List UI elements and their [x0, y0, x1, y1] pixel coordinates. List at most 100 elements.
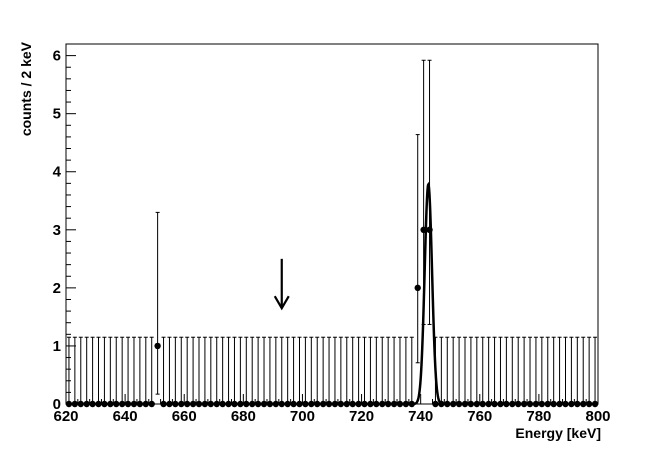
data-point [449, 400, 457, 408]
y-tick-label: 6 [53, 48, 61, 65]
x-tick-label: 680 [231, 408, 256, 425]
y-tick-label: 3 [53, 222, 61, 239]
x-tick-label: 800 [585, 408, 610, 425]
data-point [325, 400, 333, 408]
data-point [136, 400, 144, 408]
axes: 620 640 660 680 700 720 740 760 780 800 0 1 2 3 4 5 6 [53, 43, 611, 425]
y-tick-label: 1 [53, 338, 61, 355]
data-point [562, 400, 569, 408]
data-point [148, 400, 155, 408]
data-point [290, 400, 297, 408]
y-tick-label: 2 [53, 280, 61, 297]
data-point [379, 400, 386, 408]
y-tick-label: 5 [53, 106, 61, 123]
data-points [65, 226, 599, 408]
data-point [497, 400, 504, 408]
data-point [485, 400, 492, 408]
data-point [195, 400, 203, 408]
data-point [319, 400, 327, 408]
data-point [284, 400, 291, 408]
data-point [473, 400, 481, 408]
data-point [414, 284, 421, 292]
data-point [503, 400, 510, 408]
data-point [343, 400, 350, 408]
data-point [201, 400, 209, 408]
data-point [225, 400, 232, 408]
data-point [520, 400, 528, 408]
data-point [83, 400, 90, 408]
data-point [556, 400, 563, 408]
data-point [515, 400, 522, 408]
x-tick-label: 620 [53, 408, 78, 425]
y-axis-title: counts / 2 keV [18, 41, 34, 136]
data-point [89, 400, 96, 408]
data-point [249, 400, 256, 408]
data-point [337, 400, 345, 408]
data-point [390, 400, 398, 408]
data-point [355, 400, 362, 408]
data-point [237, 400, 244, 408]
data-point [432, 400, 439, 408]
data-point [361, 400, 368, 408]
data-point [254, 400, 262, 408]
x-tick-label: 660 [172, 408, 197, 425]
data-point [396, 400, 404, 408]
data-point [178, 400, 185, 408]
data-point [349, 400, 356, 408]
data-point [314, 400, 321, 408]
data-point [461, 400, 469, 408]
data-point [213, 400, 220, 408]
data-point [574, 400, 581, 408]
data-point [160, 400, 167, 408]
data-point [231, 400, 238, 408]
arrow-head [273, 295, 290, 311]
data-point [509, 400, 516, 408]
data-point [172, 400, 179, 408]
data-point [455, 400, 463, 408]
data-point [538, 400, 546, 408]
data-point [367, 400, 374, 408]
data-point [154, 342, 161, 350]
x-tick-label: 640 [113, 408, 138, 425]
data-point [278, 400, 285, 408]
data-point [101, 400, 108, 408]
data-point [296, 400, 303, 408]
error-bars [66, 59, 598, 404]
data-point [189, 400, 197, 408]
data-point [183, 400, 191, 408]
data-point [130, 400, 138, 408]
data-point [266, 400, 274, 408]
data-point [467, 400, 475, 408]
data-point [142, 400, 149, 408]
data-point [243, 400, 250, 408]
data-point [113, 400, 120, 408]
data-point [591, 400, 599, 408]
data-point [550, 400, 557, 408]
data-point [308, 400, 315, 408]
data-point [260, 400, 268, 408]
data-point [402, 400, 410, 408]
data-point [219, 400, 226, 408]
x-tick-label: 780 [526, 408, 551, 425]
data-point [491, 400, 498, 408]
data-point [479, 400, 486, 408]
y-tick-label: 0 [53, 396, 61, 413]
data-point [207, 400, 215, 408]
data-point [526, 400, 534, 408]
fit-curve-layer [408, 181, 449, 406]
data-point [166, 400, 173, 408]
annotations [273, 258, 290, 311]
data-point [77, 400, 84, 408]
data-point [373, 400, 380, 408]
data-point [384, 400, 392, 408]
y-tick-label: 4 [53, 164, 62, 181]
data-point [580, 400, 587, 408]
data-point [331, 400, 339, 408]
x-tick-label: 720 [349, 408, 374, 425]
x-axis-title: Energy [keV] [515, 425, 601, 441]
data-point [124, 400, 132, 408]
data-point [95, 400, 102, 408]
data-point [107, 400, 114, 408]
data-point [568, 400, 575, 408]
